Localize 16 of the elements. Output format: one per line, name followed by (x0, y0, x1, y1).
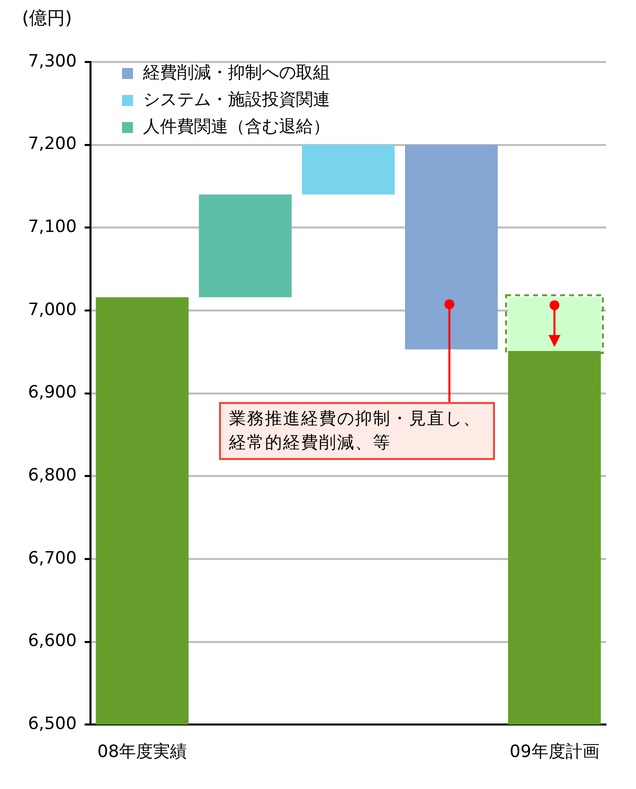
x-tick-label: 08年度実績 (97, 742, 188, 762)
annotation: 業務推進経費の抑制・見直し、経常的経費削減、等 (219, 402, 495, 460)
y-tick-label: 7,300 (28, 51, 77, 72)
legend-label: システム・施設投資関連 (143, 89, 330, 112)
y-tick-label: 6,900 (28, 382, 77, 403)
legend-label: 人件費関連（含む退給） (143, 116, 330, 139)
y-tick-label: 7,100 (28, 217, 77, 238)
y-tick-label: 7,000 (28, 300, 77, 320)
y-tick-label: 6,700 (28, 548, 77, 568)
legend-label: 経費削減・抑制への取組 (143, 62, 330, 85)
y-tick-label: 6,500 (28, 714, 77, 734)
x-tick-label: 09年度計画 (510, 742, 600, 762)
y-tick-label: 7,200 (28, 134, 77, 154)
y-tick-label: 6,800 (28, 466, 77, 486)
y-axis-title: (億円) (22, 7, 72, 30)
y-tick-label: 6,600 (28, 631, 77, 652)
